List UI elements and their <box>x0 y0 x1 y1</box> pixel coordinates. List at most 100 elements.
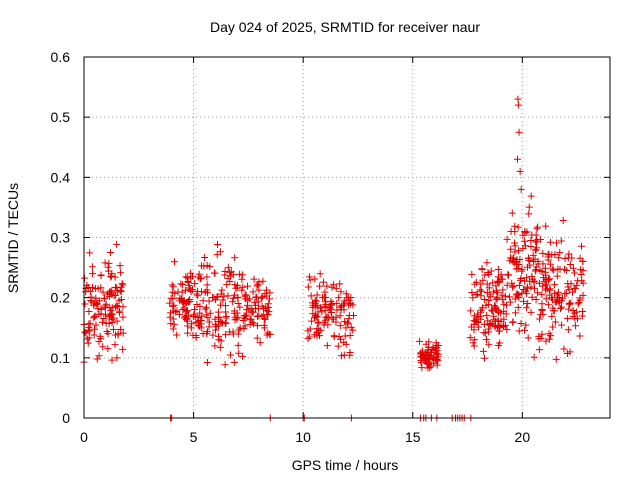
data-point <box>250 275 258 283</box>
data-point <box>517 320 525 328</box>
data-point <box>523 228 531 236</box>
data-point <box>323 342 331 350</box>
data-point <box>559 217 567 225</box>
data-point <box>169 283 177 291</box>
data-point <box>532 238 540 246</box>
data-point <box>557 305 565 313</box>
data-point <box>251 298 259 306</box>
data-point <box>312 300 320 308</box>
data-point <box>184 278 192 286</box>
data-point <box>304 283 312 291</box>
data-point <box>232 284 240 292</box>
data-point <box>308 317 316 325</box>
data-point <box>579 279 587 287</box>
data-point <box>523 274 531 282</box>
data-point <box>499 286 507 294</box>
data-point <box>81 328 89 336</box>
data-point <box>572 322 580 330</box>
data-point <box>194 292 202 300</box>
data-point <box>313 291 321 299</box>
data-point <box>336 280 344 288</box>
data-point <box>514 264 522 272</box>
data-point <box>111 303 119 311</box>
data-point <box>521 237 529 245</box>
data-point <box>104 267 112 275</box>
data-point <box>485 341 493 349</box>
data-point <box>181 286 189 294</box>
data-point <box>483 259 491 267</box>
data-point <box>346 348 354 356</box>
data-point <box>469 294 477 302</box>
data-point <box>266 295 274 303</box>
data-point <box>312 313 320 321</box>
data-point <box>520 297 528 305</box>
data-point <box>527 243 535 251</box>
data-point <box>478 304 486 312</box>
data-point <box>192 331 200 339</box>
data-point <box>523 283 531 291</box>
data-point <box>105 259 113 267</box>
data-point <box>81 300 89 308</box>
data-point <box>202 304 210 312</box>
data-point <box>169 294 177 302</box>
data-point <box>114 288 122 296</box>
data-point <box>231 254 239 262</box>
data-point <box>323 313 331 321</box>
data-point <box>99 288 107 296</box>
data-point <box>534 289 542 297</box>
data-point <box>522 321 530 329</box>
data-point <box>254 322 262 330</box>
data-point <box>82 288 90 296</box>
data-point <box>107 273 115 281</box>
data-point <box>544 301 552 309</box>
data-point <box>504 271 512 279</box>
data-point <box>551 281 559 289</box>
data-point <box>548 312 556 320</box>
data-point <box>97 284 105 292</box>
data-point <box>314 319 322 327</box>
data-point <box>209 331 217 339</box>
data-point <box>199 297 207 305</box>
data-point <box>503 235 511 243</box>
data-point <box>512 309 520 317</box>
data-point <box>316 270 324 278</box>
data-point <box>479 276 487 284</box>
data-point <box>554 291 562 299</box>
data-point <box>119 313 127 321</box>
data-point <box>95 352 103 360</box>
data-point <box>177 280 185 288</box>
data-point <box>99 343 107 351</box>
x-axis-label: GPS time / hours <box>292 457 399 473</box>
data-point <box>470 326 478 334</box>
data-point <box>564 326 572 334</box>
data-point <box>182 308 190 316</box>
data-point <box>181 314 189 322</box>
data-point <box>488 306 496 314</box>
data-point <box>313 325 321 333</box>
data-point <box>234 330 242 338</box>
data-point <box>239 283 247 291</box>
data-point <box>496 327 504 335</box>
data-point <box>561 254 569 262</box>
data-point <box>332 284 340 292</box>
data-point <box>466 334 474 342</box>
data-point <box>505 293 513 301</box>
data-point <box>519 231 527 239</box>
data-point <box>552 239 560 247</box>
data-point <box>539 282 547 290</box>
x-tick-label: 10 <box>295 429 311 445</box>
data-point <box>119 329 127 337</box>
data-point <box>202 311 210 319</box>
data-point <box>563 267 571 275</box>
data-point <box>259 277 267 285</box>
data-point <box>260 315 268 323</box>
data-point <box>538 305 546 313</box>
data-point <box>167 309 175 317</box>
data-point <box>497 318 505 326</box>
data-point <box>88 263 96 271</box>
data-point <box>193 301 201 309</box>
data-point <box>95 297 103 305</box>
data-point <box>217 301 225 309</box>
data-point <box>88 283 96 291</box>
data-point <box>254 281 262 289</box>
